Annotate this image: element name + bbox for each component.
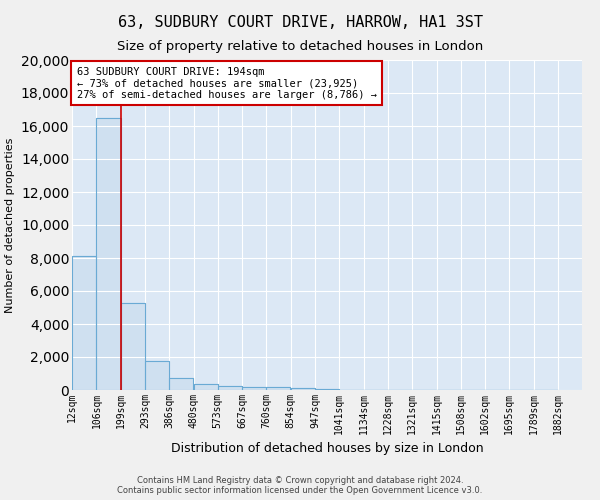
Polygon shape [218, 386, 242, 390]
Polygon shape [194, 384, 218, 390]
Polygon shape [97, 118, 121, 390]
Polygon shape [242, 386, 266, 390]
Polygon shape [315, 389, 339, 390]
Text: 63, SUDBURY COURT DRIVE, HARROW, HA1 3ST: 63, SUDBURY COURT DRIVE, HARROW, HA1 3ST [118, 15, 482, 30]
Text: Contains HM Land Registry data © Crown copyright and database right 2024.
Contai: Contains HM Land Registry data © Crown c… [118, 476, 482, 495]
Y-axis label: Number of detached properties: Number of detached properties [5, 138, 15, 312]
X-axis label: Distribution of detached houses by size in London: Distribution of detached houses by size … [170, 442, 484, 455]
Polygon shape [291, 388, 315, 390]
Polygon shape [72, 256, 96, 390]
Polygon shape [145, 361, 169, 390]
Text: Size of property relative to detached houses in London: Size of property relative to detached ho… [117, 40, 483, 53]
Text: 63 SUDBURY COURT DRIVE: 194sqm
← 73% of detached houses are smaller (23,925)
27%: 63 SUDBURY COURT DRIVE: 194sqm ← 73% of … [77, 66, 377, 100]
Polygon shape [169, 378, 193, 390]
Polygon shape [121, 302, 145, 390]
Polygon shape [266, 386, 290, 390]
